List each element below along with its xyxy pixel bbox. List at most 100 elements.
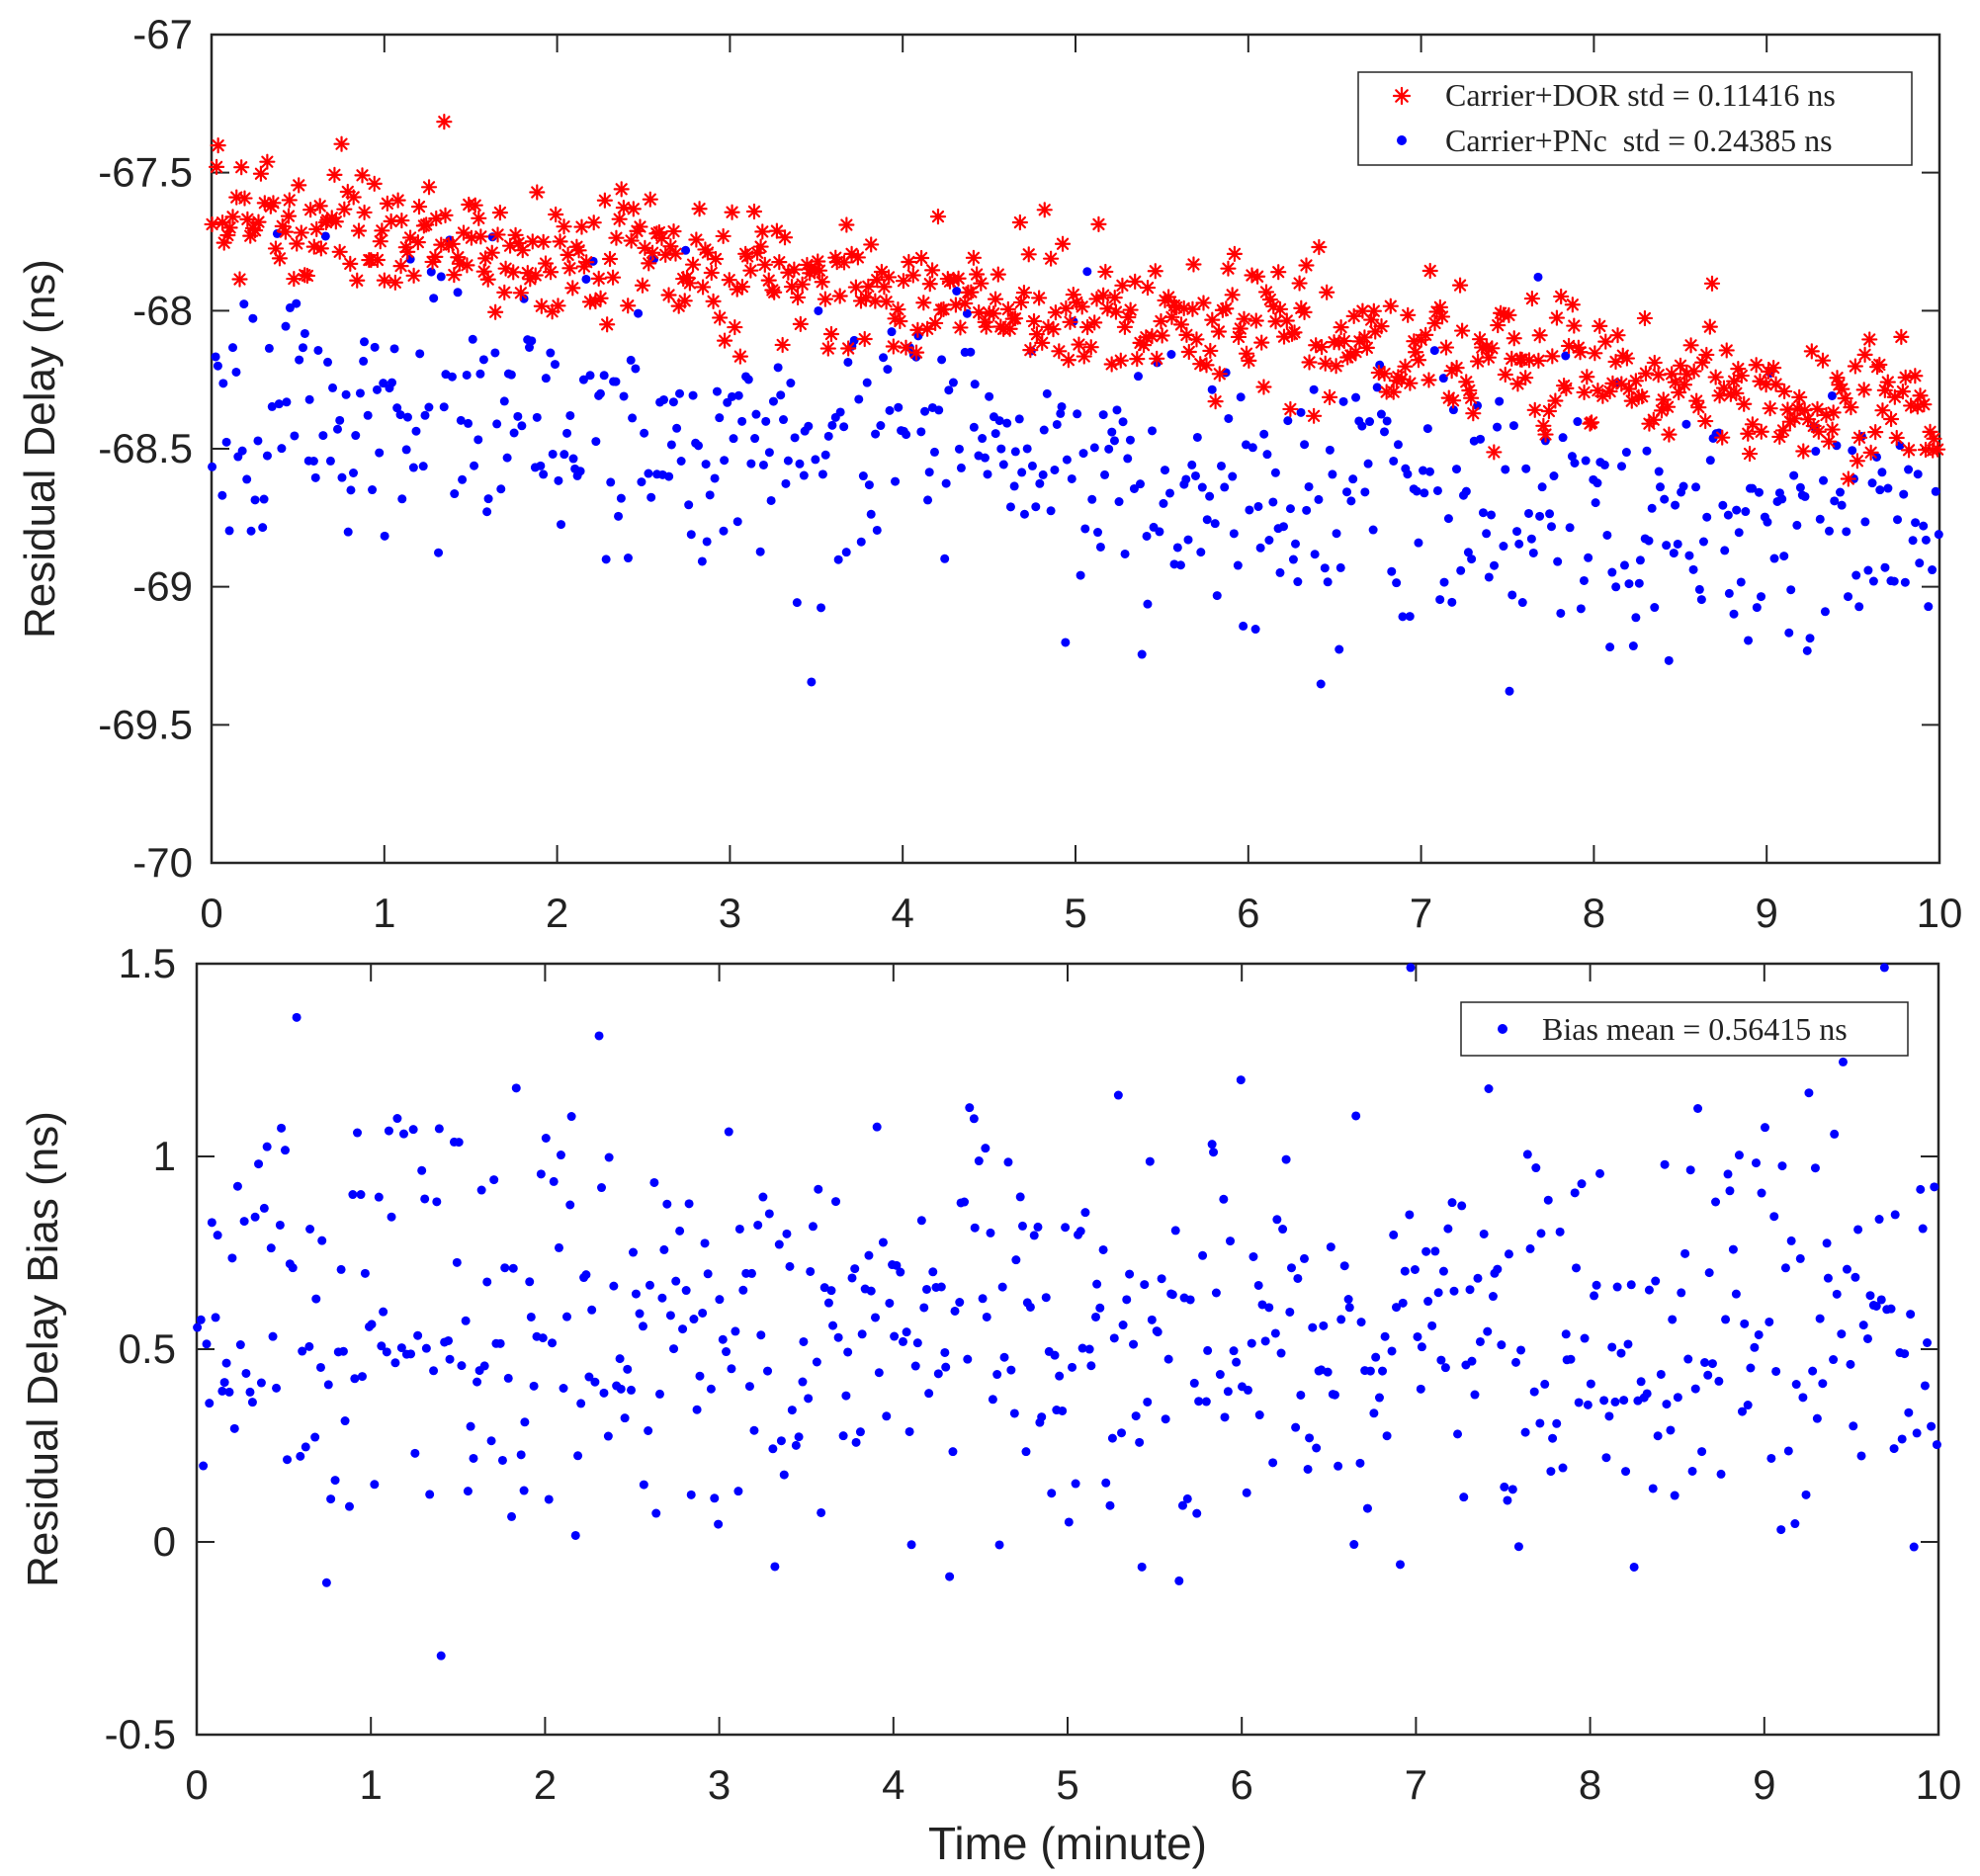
data-point bbox=[1915, 558, 1925, 568]
data-point bbox=[1851, 429, 1868, 446]
data-point bbox=[452, 1257, 462, 1267]
data-point bbox=[1636, 1377, 1646, 1387]
data-point bbox=[1856, 1451, 1866, 1461]
data-point bbox=[807, 677, 817, 687]
data-point bbox=[751, 409, 761, 419]
data-point bbox=[733, 1487, 743, 1496]
data-point bbox=[1192, 432, 1202, 442]
data-point bbox=[1236, 392, 1246, 402]
data-point bbox=[963, 284, 980, 300]
data-point bbox=[1736, 395, 1753, 412]
data-point bbox=[1644, 1285, 1654, 1295]
data-point bbox=[969, 1114, 979, 1124]
data-point bbox=[927, 314, 944, 332]
data-point bbox=[843, 357, 853, 367]
data-point bbox=[1076, 570, 1085, 580]
data-point bbox=[548, 449, 558, 459]
data-point bbox=[764, 1209, 774, 1219]
data-point bbox=[843, 1347, 853, 1357]
data-point bbox=[1682, 337, 1699, 354]
data-point bbox=[750, 434, 760, 444]
data-point bbox=[1879, 374, 1896, 390]
data-point bbox=[1423, 1297, 1433, 1307]
data-point bbox=[1819, 475, 1829, 485]
data-point bbox=[1243, 1385, 1252, 1395]
data-point bbox=[787, 1406, 797, 1415]
data-point bbox=[620, 298, 637, 314]
data-point bbox=[1323, 577, 1333, 587]
data-point bbox=[231, 271, 248, 288]
data-point bbox=[874, 1368, 884, 1378]
data-point bbox=[1379, 427, 1389, 437]
data-point bbox=[1336, 1315, 1346, 1324]
data-point bbox=[936, 1282, 946, 1292]
data-point bbox=[1487, 510, 1497, 520]
data-point bbox=[1449, 1286, 1459, 1296]
data-point bbox=[1624, 579, 1634, 589]
y-tick-label: 0.5 bbox=[119, 1325, 176, 1372]
data-point bbox=[1098, 410, 1108, 420]
data-point bbox=[1666, 1425, 1676, 1435]
data-point bbox=[721, 272, 737, 289]
data-point bbox=[1431, 298, 1448, 315]
data-point bbox=[902, 1327, 911, 1337]
data-point bbox=[862, 378, 872, 387]
data-point bbox=[221, 219, 238, 236]
data-point bbox=[924, 262, 941, 279]
top-chart: -67-67.5-68-68.5-69-69.5-70 0 1 2 3 4 5 6 7 8 9 10… bbox=[16, 11, 1962, 936]
data-point bbox=[892, 312, 908, 330]
data-point bbox=[1607, 1342, 1617, 1352]
data-point bbox=[1483, 1326, 1493, 1336]
data-point bbox=[1328, 358, 1344, 375]
data-point bbox=[392, 403, 402, 413]
data-point bbox=[1698, 537, 1708, 547]
data-point bbox=[344, 1501, 354, 1511]
data-point bbox=[1737, 1407, 1747, 1416]
data-point bbox=[1861, 331, 1878, 348]
data-point bbox=[497, 1455, 507, 1465]
data-point bbox=[496, 484, 506, 494]
data-point bbox=[447, 372, 457, 382]
data-point bbox=[1057, 401, 1067, 411]
data-point bbox=[532, 412, 542, 422]
data-point bbox=[1746, 1363, 1756, 1373]
data-point bbox=[570, 1530, 580, 1540]
data-point bbox=[1791, 388, 1808, 406]
data-point bbox=[1287, 1263, 1297, 1273]
data-point bbox=[1112, 405, 1122, 415]
data-point bbox=[1618, 350, 1636, 367]
data-point bbox=[981, 1144, 990, 1153]
data-point bbox=[1358, 339, 1375, 356]
data-point bbox=[387, 1212, 396, 1222]
data-point bbox=[1650, 603, 1660, 613]
data-point bbox=[1904, 465, 1914, 474]
data-point bbox=[948, 1447, 958, 1457]
data-point bbox=[956, 463, 966, 472]
data-point bbox=[1224, 287, 1241, 303]
data-point bbox=[524, 233, 541, 250]
data-point bbox=[1723, 1169, 1733, 1179]
data-point bbox=[1433, 308, 1451, 325]
data-point bbox=[1662, 1400, 1672, 1409]
data-point bbox=[380, 531, 389, 541]
data-point bbox=[508, 1263, 518, 1273]
data-point bbox=[1880, 562, 1890, 572]
data-point bbox=[920, 406, 930, 416]
data-point bbox=[1865, 1291, 1875, 1301]
data-point bbox=[1092, 1279, 1102, 1289]
data-point bbox=[272, 1383, 282, 1393]
data-point bbox=[628, 413, 638, 423]
data-point bbox=[1006, 1365, 1016, 1375]
data-point bbox=[756, 256, 773, 273]
data-point bbox=[1868, 576, 1878, 586]
data-point bbox=[1506, 330, 1522, 347]
data-point bbox=[1373, 317, 1390, 335]
data-point bbox=[1338, 396, 1348, 406]
data-point bbox=[823, 431, 833, 441]
data-point bbox=[1037, 1412, 1047, 1422]
data-point bbox=[568, 454, 578, 464]
data-point bbox=[437, 207, 454, 223]
data-point bbox=[1027, 461, 1037, 470]
data-point bbox=[1154, 327, 1170, 344]
data-point bbox=[256, 1378, 266, 1388]
